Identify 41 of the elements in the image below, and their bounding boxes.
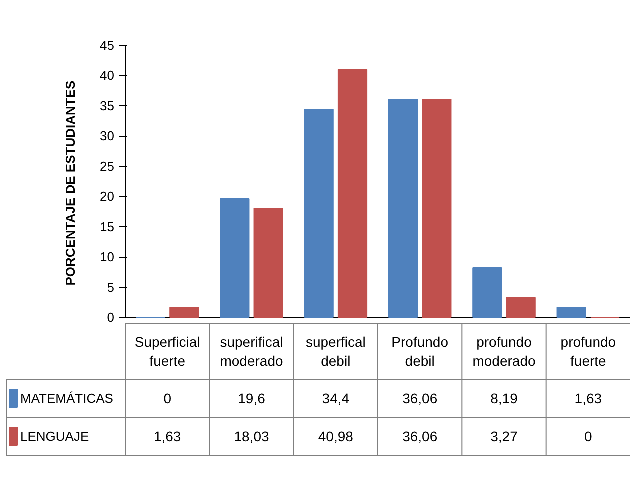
y-tick-label: 20 [100,189,115,204]
y-tick-label: 30 [100,128,115,144]
y-tick-label: 45 [100,38,115,53]
data-label: 19,6 [238,390,266,406]
x-tick-label: profundo moderado [472,334,536,370]
bar [254,208,284,318]
y-tick-label: 0 [107,310,115,325]
x-tick-label: Profundo debil [392,334,449,370]
data-label: 40,98 [318,428,354,444]
data-label: 36,06 [402,428,438,444]
x-tick-label: Superficial fuerte [134,334,200,370]
data-label: 1,63 [154,428,182,444]
bar [304,109,334,318]
y-tick-label: 40 [100,68,115,84]
y-tick-label: 25 [100,158,115,174]
y-tick-label: 15 [100,219,115,234]
y-tick-label: 35 [100,98,115,114]
bar [472,267,502,318]
legend-label: MATEMÁTICAS [20,391,114,406]
data-label: 0 [584,428,593,444]
data-label: 36,06 [402,390,438,406]
data-label: 0 [164,390,172,406]
bar [170,307,200,318]
y-tick-label: 10 [100,250,115,265]
x-tick-label: profundo fuerte [560,334,616,370]
legend-label: LENGUAJE [20,429,90,444]
data-label: 34,4 [322,390,350,406]
bar [556,307,586,318]
data-label: 3,27 [490,428,518,444]
bar [220,198,250,318]
bar [388,99,418,318]
data-label: 18,03 [234,428,270,444]
x-tick-label: superifical moderado [220,334,284,370]
bar [506,297,536,318]
y-axis-title: PORCENTAJE DE ESTUDIANTES [63,80,78,286]
x-tick-label: superfical debil [306,334,366,370]
bar [338,69,368,318]
bar [422,99,452,318]
data-label: 8,19 [490,390,518,406]
data-label: 1,63 [574,390,602,406]
y-tick-label: 5 [107,280,115,295]
